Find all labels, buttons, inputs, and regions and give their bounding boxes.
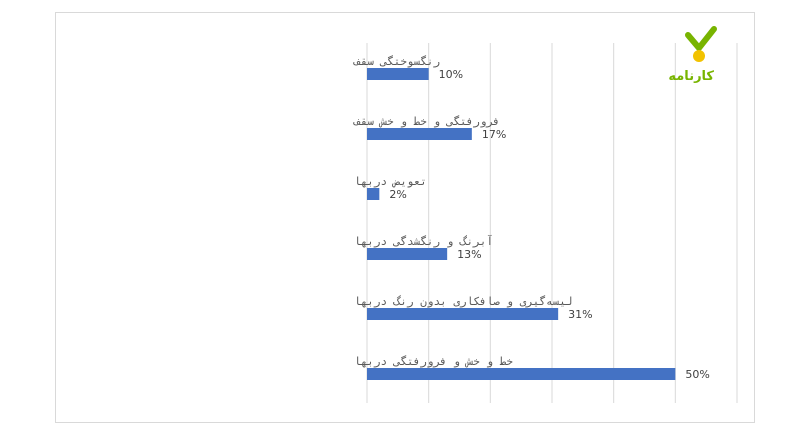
bar <box>367 128 472 140</box>
data-label: 31% <box>568 308 592 321</box>
category-label: رنگسوختگی سقف <box>353 55 440 68</box>
category-label: تعویض دربها <box>354 175 427 188</box>
chart-frame: رنگسوختگی سقف 10% فرورفتگی و خط و خش سقف 17… <box>55 12 755 423</box>
bar <box>367 248 448 260</box>
bar <box>367 368 676 380</box>
check-icon <box>685 26 717 51</box>
data-label: 50% <box>685 368 709 381</box>
sun-icon <box>693 50 705 62</box>
category-label: فرورفتگی و خط و خش سقف <box>353 115 500 128</box>
logo-text: کارنامه <box>668 69 714 84</box>
bar <box>367 308 559 320</box>
data-label: 13% <box>457 248 481 261</box>
bar <box>367 188 380 200</box>
data-label: 2% <box>389 188 406 201</box>
category-label: خط و خش و فرورفتگی دربها <box>354 355 513 368</box>
data-label: 17% <box>482 128 506 141</box>
category-label: لیسه‌گیری و صافکاری بدون رنگ دربها <box>354 294 573 308</box>
karnameh-logo: کارنامه <box>668 26 717 84</box>
bars <box>367 68 676 380</box>
data-label: 10% <box>439 68 463 81</box>
bar <box>367 68 429 80</box>
category-label: آبرنگ و رنگشدگی دربها <box>354 234 493 248</box>
gridlines <box>366 43 738 403</box>
